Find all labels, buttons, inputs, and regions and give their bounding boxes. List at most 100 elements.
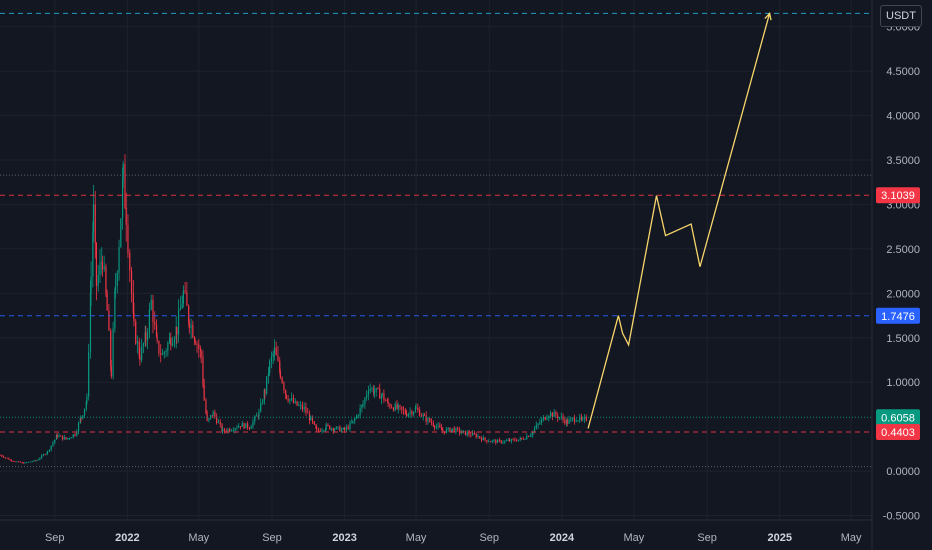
candle-body <box>122 163 124 179</box>
candle-body <box>311 416 314 422</box>
candle-body <box>292 398 295 403</box>
candle-body <box>130 270 133 294</box>
candle-body <box>413 411 415 415</box>
candle-body <box>33 460 35 462</box>
candle-body <box>79 418 81 423</box>
candle-body <box>516 440 518 442</box>
candle-body <box>125 208 127 225</box>
candle-body <box>194 337 196 342</box>
candle-body <box>399 405 401 407</box>
candle-body <box>61 435 64 440</box>
candle-body <box>359 408 361 416</box>
candle-body <box>154 322 156 325</box>
candle-body <box>89 293 92 353</box>
candle-body <box>439 425 441 428</box>
candle-body <box>145 332 147 341</box>
candle-body <box>283 382 285 391</box>
candle-body <box>86 396 88 403</box>
candle-body <box>502 442 504 444</box>
candle-body <box>47 450 49 453</box>
candle-body <box>507 439 509 441</box>
y-tick-label: 2.5000 <box>886 244 920 256</box>
candle-body <box>402 409 405 411</box>
x-tick-label: May <box>624 532 645 544</box>
candle-body <box>323 430 325 432</box>
candle-body <box>345 427 348 431</box>
candle-body <box>142 343 145 347</box>
candle-body <box>155 324 158 337</box>
candle-body <box>230 430 233 432</box>
candle-body <box>575 420 577 422</box>
candle-body <box>337 426 339 428</box>
candle-body <box>303 407 305 410</box>
candle-body <box>339 426 341 432</box>
candle-body <box>169 337 171 344</box>
candle-body <box>341 429 343 432</box>
candle-body <box>401 406 403 410</box>
candle-body <box>103 266 105 270</box>
time-axis[interactable]: Sep 2022 May Sep 2023 May Sep 2024 May Sep 2025 May <box>45 532 862 544</box>
candle-body <box>489 441 492 443</box>
candle-body <box>80 418 82 419</box>
candle-body <box>541 419 543 423</box>
candle-body <box>549 412 552 417</box>
candle-body <box>260 403 262 412</box>
candle-body <box>24 462 26 464</box>
candle-body <box>172 343 174 346</box>
candle-body <box>394 404 396 411</box>
candle-body <box>42 454 45 456</box>
candle-body <box>273 347 275 354</box>
candle-body <box>272 353 274 357</box>
candle-body <box>319 430 321 432</box>
candle-body <box>566 420 568 424</box>
candle-body <box>243 423 245 429</box>
candle-body <box>263 390 265 403</box>
candle-body <box>570 418 572 420</box>
candle-body <box>317 429 320 431</box>
candle-body <box>510 439 512 442</box>
candle-body <box>101 261 103 270</box>
candle-body <box>379 388 381 399</box>
candle-body <box>281 377 283 383</box>
candle-body <box>548 416 550 419</box>
candle-body <box>136 341 139 344</box>
candle-body <box>520 438 523 439</box>
candle-body <box>315 424 317 429</box>
candle-body <box>327 424 329 426</box>
candle-body <box>6 457 8 459</box>
candle-body <box>404 410 406 414</box>
candle-body <box>389 404 391 408</box>
candle-body <box>77 422 80 432</box>
candle-body <box>196 343 198 345</box>
candle-body <box>16 461 18 463</box>
candle-body <box>470 434 472 436</box>
currency-button[interactable]: USDT <box>880 5 922 27</box>
candle-body <box>210 415 212 419</box>
candle-body <box>234 428 236 431</box>
candle-body <box>529 435 531 437</box>
price-axis[interactable]: 5.00004.50004.00003.50003.00002.50002.00… <box>883 22 920 523</box>
candle-body <box>150 299 152 310</box>
candle-body <box>194 341 196 344</box>
candle-body <box>63 437 65 440</box>
candle-body <box>82 415 84 419</box>
y-tick-label: 1.0000 <box>886 377 920 389</box>
candle-body <box>69 438 71 439</box>
candle-body <box>291 398 293 400</box>
candle-body <box>301 404 303 410</box>
candle-body <box>35 460 37 462</box>
candle-body <box>50 445 52 450</box>
candle-body <box>422 414 424 417</box>
candle-body <box>383 393 385 401</box>
candle-body <box>219 422 221 425</box>
candle-body <box>152 299 154 323</box>
candle-body <box>245 423 247 429</box>
candle-body <box>239 426 242 427</box>
candle-body <box>37 459 39 461</box>
candle-body <box>522 438 524 440</box>
candle-body <box>472 432 474 436</box>
candle-body <box>409 411 411 414</box>
candle-body <box>447 427 449 430</box>
